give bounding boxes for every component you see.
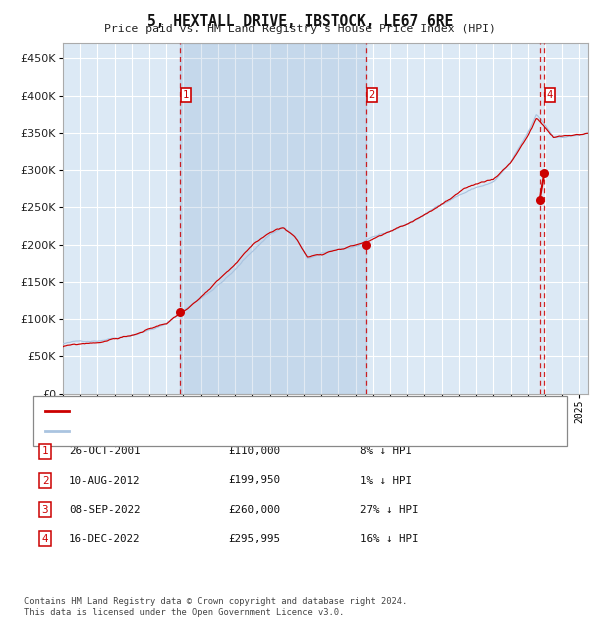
Text: 3: 3: [42, 505, 48, 515]
Text: 4: 4: [547, 90, 553, 100]
Text: 1: 1: [42, 446, 48, 456]
Text: HPI: Average price, detached house, North West Leicestershire: HPI: Average price, detached house, Nort…: [73, 426, 439, 436]
Text: 2: 2: [369, 90, 375, 100]
Text: £295,995: £295,995: [228, 534, 280, 544]
Text: £110,000: £110,000: [228, 446, 280, 456]
Text: £199,950: £199,950: [228, 476, 280, 485]
Text: Contains HM Land Registry data © Crown copyright and database right 2024.
This d: Contains HM Land Registry data © Crown c…: [24, 598, 407, 617]
Text: Price paid vs. HM Land Registry's House Price Index (HPI): Price paid vs. HM Land Registry's House …: [104, 24, 496, 34]
Text: 27% ↓ HPI: 27% ↓ HPI: [360, 505, 419, 515]
Bar: [181, 43, 366, 394]
Text: 1% ↓ HPI: 1% ↓ HPI: [360, 476, 412, 485]
Text: 2: 2: [42, 476, 48, 485]
Text: £260,000: £260,000: [228, 505, 280, 515]
Text: 4: 4: [42, 534, 48, 544]
Text: 16-DEC-2022: 16-DEC-2022: [69, 534, 140, 544]
Text: 8% ↓ HPI: 8% ↓ HPI: [360, 446, 412, 456]
Text: 26-OCT-2001: 26-OCT-2001: [69, 446, 140, 456]
Text: 5, HEXTALL DRIVE, IBSTOCK, LE67 6RE: 5, HEXTALL DRIVE, IBSTOCK, LE67 6RE: [147, 14, 453, 29]
Text: 1: 1: [183, 90, 189, 100]
Text: 10-AUG-2012: 10-AUG-2012: [69, 476, 140, 485]
Text: 5, HEXTALL DRIVE, IBSTOCK, LE67 6RE (detached house): 5, HEXTALL DRIVE, IBSTOCK, LE67 6RE (det…: [73, 406, 385, 416]
Text: 16% ↓ HPI: 16% ↓ HPI: [360, 534, 419, 544]
Text: 08-SEP-2022: 08-SEP-2022: [69, 505, 140, 515]
